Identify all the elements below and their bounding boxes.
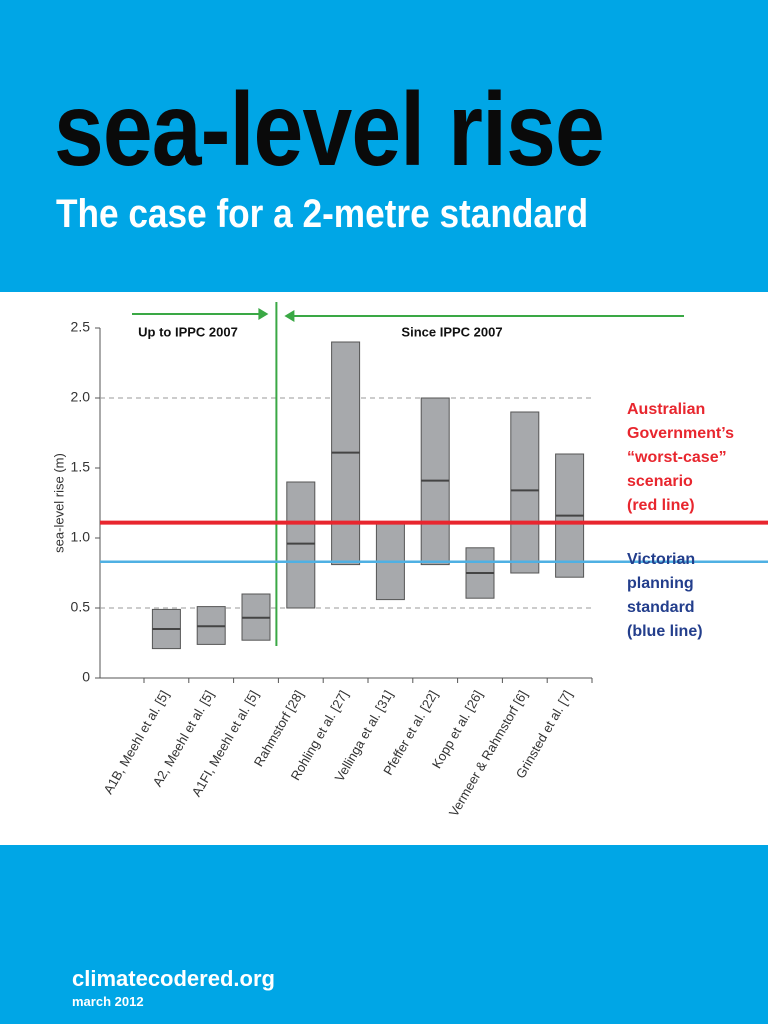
subtitle: The case for a 2-metre standard bbox=[56, 192, 589, 236]
header-band: sea-level rise The case for a 2-metre st… bbox=[0, 0, 768, 292]
range-box bbox=[510, 411, 540, 574]
annotation: Up to IPPC 2007 bbox=[138, 324, 238, 339]
footer-band bbox=[0, 845, 768, 1024]
y-tick-label: 1.5 bbox=[71, 459, 91, 475]
y-tick-label: 2.5 bbox=[71, 319, 91, 335]
y-tick-label: 0 bbox=[82, 669, 90, 685]
reference-label: “worst-case” bbox=[627, 449, 727, 466]
site: climatecodered.org bbox=[72, 966, 275, 991]
x-tick-label: Vermeer & Rahmstorf [6] bbox=[446, 688, 531, 819]
reference-label: standard bbox=[627, 599, 695, 616]
y-tick-label: 0.5 bbox=[71, 599, 91, 615]
y-tick-label: 1.0 bbox=[71, 529, 91, 545]
range-box bbox=[286, 481, 316, 609]
annotation: Since IPPC 2007 bbox=[401, 324, 502, 339]
reference-label: planning bbox=[627, 575, 694, 592]
reference-label: (red line) bbox=[627, 497, 695, 514]
reference-label: scenario bbox=[627, 473, 693, 490]
title: sea-level rise bbox=[54, 72, 605, 188]
y-tick-label: 2.0 bbox=[71, 389, 91, 405]
reference-label: (blue line) bbox=[627, 623, 703, 640]
reference-label: Government’s bbox=[627, 425, 734, 442]
arrow-head bbox=[258, 308, 269, 320]
y-axis-label: sea-level rise (m) bbox=[51, 453, 66, 553]
arrow-head bbox=[284, 310, 295, 322]
chart: sea-level rise (m) 00.51.01.52.02.5A1B, … bbox=[51, 302, 768, 819]
reference-label: Australian bbox=[627, 401, 705, 418]
reference-label: Victorian bbox=[627, 551, 695, 568]
date: march 2012 bbox=[72, 994, 144, 1009]
